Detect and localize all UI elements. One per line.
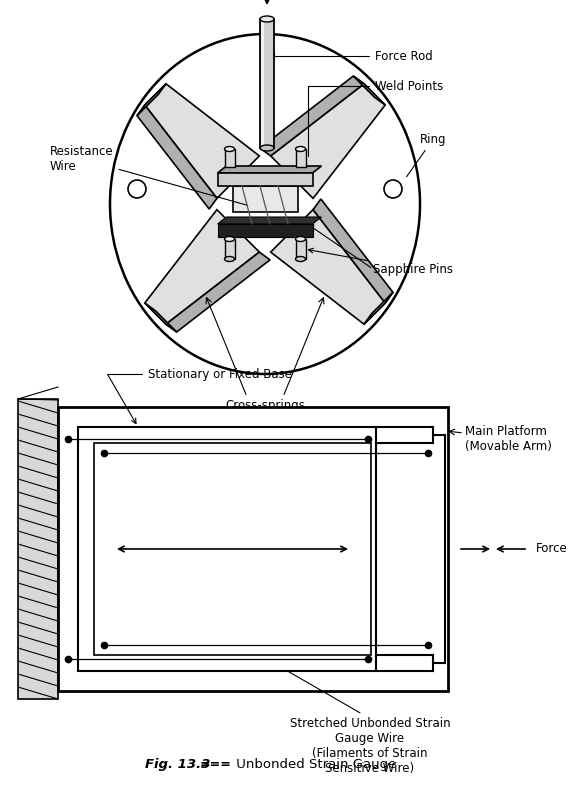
Ellipse shape <box>260 145 274 151</box>
Polygon shape <box>271 84 385 198</box>
Text: Resistance
Wire: Resistance Wire <box>50 145 247 205</box>
Polygon shape <box>260 76 364 156</box>
Bar <box>94 443 371 655</box>
Ellipse shape <box>225 237 234 241</box>
Bar <box>58 407 448 691</box>
Text: Stretched Unbonded Strain
Gauge Wire
(Filaments of Strain
Sensitive Wire): Stretched Unbonded Strain Gauge Wire (Fi… <box>246 647 450 775</box>
Text: Unbonded Strain Gauge: Unbonded Strain Gauge <box>232 758 396 771</box>
Text: Sapphire Pins: Sapphire Pins <box>308 249 453 275</box>
Polygon shape <box>364 292 393 324</box>
Text: Main Platform
(Movable Arm): Main Platform (Movable Arm) <box>465 425 552 453</box>
Polygon shape <box>218 166 321 173</box>
Text: Fig. 13.3: Fig. 13.3 <box>145 758 210 771</box>
Text: Force Rod: Force Rod <box>274 50 433 62</box>
Polygon shape <box>145 84 259 198</box>
Bar <box>225 239 234 259</box>
Text: Ring: Ring <box>406 133 446 177</box>
Bar <box>295 239 306 259</box>
Polygon shape <box>313 199 393 303</box>
Polygon shape <box>137 105 217 209</box>
Polygon shape <box>233 186 298 212</box>
Ellipse shape <box>225 256 234 261</box>
Bar <box>18 399 58 699</box>
Polygon shape <box>218 173 312 186</box>
Polygon shape <box>271 210 385 324</box>
Polygon shape <box>137 84 166 116</box>
Text: Force: Force <box>536 543 568 555</box>
Polygon shape <box>145 210 259 324</box>
Polygon shape <box>218 224 312 237</box>
Polygon shape <box>145 303 177 332</box>
Bar <box>225 149 234 167</box>
Text: Weld Points: Weld Points <box>307 80 443 156</box>
Ellipse shape <box>295 237 306 241</box>
Ellipse shape <box>225 147 234 151</box>
Polygon shape <box>166 252 270 332</box>
Polygon shape <box>353 76 385 105</box>
Text: Body: Body <box>78 656 108 670</box>
Polygon shape <box>218 217 321 224</box>
Bar <box>295 149 306 167</box>
Bar <box>78 427 376 671</box>
Bar <box>261 19 264 148</box>
Text: ===: === <box>200 758 232 771</box>
Ellipse shape <box>295 256 306 261</box>
Text: Cross-springs: Cross-springs <box>225 399 305 412</box>
Ellipse shape <box>260 16 274 22</box>
Bar <box>260 19 274 148</box>
Ellipse shape <box>295 147 306 151</box>
Text: Stationary or Fixed Base: Stationary or Fixed Base <box>108 368 292 424</box>
